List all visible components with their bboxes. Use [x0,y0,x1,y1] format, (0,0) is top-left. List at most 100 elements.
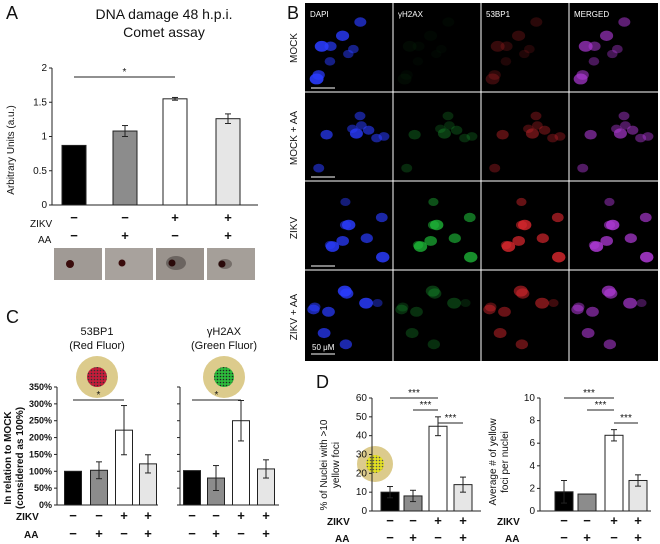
significance-marker: *** [620,413,632,424]
nucleus [493,328,507,339]
bar [428,425,448,512]
zikv-mark: − [386,513,394,528]
y-tick-label: 0% [39,500,52,510]
nucleus [437,128,451,139]
nucleus [618,111,630,121]
cell-nucleus-red-icon [76,356,118,398]
zikv-mark: + [224,210,232,225]
nucleus [581,328,595,339]
aa-mark: + [262,526,270,541]
nucleus [405,328,419,339]
nucleus [413,57,424,65]
bar [64,470,82,506]
nucleus [523,44,535,54]
nucleus [347,44,359,54]
nucleus [642,132,654,141]
nucleus [372,298,383,308]
nucleus [640,251,654,263]
y-tick-label: 100% [29,466,52,476]
comet-head-1 [66,260,74,268]
nucleus [360,233,373,244]
nucleus [442,111,454,121]
nucleus [362,125,375,135]
nucleus [427,339,441,350]
nucleus [320,129,333,140]
zikv-mark: − [69,508,77,523]
aa-mark: − [188,526,196,541]
nucleus [448,233,461,244]
y-tick-label: 60 [356,393,368,404]
significance-marker: *** [408,388,420,399]
nucleus [395,304,408,315]
panel-c-ylabel-line1: In relation to MOCK [3,411,14,505]
significance-marker: *** [583,388,595,399]
cell-nucleus-green-icon [203,356,245,398]
nucleus [532,121,543,130]
comet-thumb-1 [54,248,102,280]
panel-d1-ylabel-line1: % of Nuclei with >10 [319,419,330,510]
nucleus [325,241,340,252]
y-tick-label: 6 [529,438,535,449]
nucleus [401,163,413,173]
aa-mark: − [434,530,442,544]
zikv-mark: − [583,513,591,528]
significance-marker: *** [445,413,457,424]
nucleus [589,241,604,252]
nucleus [464,251,478,263]
significance-marker: *** [420,400,432,411]
nucleus [603,220,615,230]
icon1-title: 53BP1 [80,326,113,338]
y-tick-label: 1 [41,132,47,143]
panel-a-ylabel: Arbitrary Units (a.u.) [6,105,17,194]
panel-c-ylabel-line2: (considered as 100%) [15,407,26,509]
nucleus [397,73,412,85]
nucleus [552,251,566,263]
y-tick-label: 10 [356,487,368,498]
panel-d2-aa-label: AA [505,534,519,544]
nucleus [354,17,367,27]
y-tick-label: 30 [356,450,368,461]
nucleus [530,17,543,27]
nucleus [340,197,351,207]
nucleus [525,128,539,139]
nucleus [336,235,349,246]
nucleus [450,125,463,135]
nucleus [435,124,446,134]
nucleus [538,125,551,135]
y-tick-label: 40 [356,431,368,442]
panel-a-aa-label: AA [38,235,52,246]
nucleus [600,30,614,41]
nucleus [354,111,366,121]
nucleus [639,212,652,223]
nucleus [313,163,325,173]
nucleus [340,288,354,299]
comet-head-3 [168,259,176,267]
nucleus [547,133,559,143]
nucleus [307,304,320,315]
y-tick-label: 50% [34,483,52,493]
aa-mark: − [70,228,78,243]
nucleus [466,132,478,141]
y-tick-label: 4 [529,461,535,472]
y-tick-label: 250% [29,416,52,426]
significance-marker: * [215,390,219,401]
nucleus [436,45,447,54]
nucleus [376,251,390,263]
nucleus [536,233,549,244]
nucleus [412,41,425,52]
aa-mark: − [171,228,179,243]
y-tick-label: 50 [356,412,368,423]
aa-mark: + [634,530,642,544]
bar [183,470,201,506]
panel-a-title: DNA damage 48 h.p.i. [96,6,233,22]
nucleus [604,197,615,207]
chart-a: 0 0.5 1 1.5 2 * − − + + − + − + [33,63,258,243]
nucleus [535,297,549,309]
panel-d2-zikv-label: ZIKV [497,517,520,528]
nucleus [424,235,437,246]
nucleus [551,212,564,223]
row-label-mock-aa: MOCK + AA [289,111,300,166]
zikv-mark: − [560,513,568,528]
